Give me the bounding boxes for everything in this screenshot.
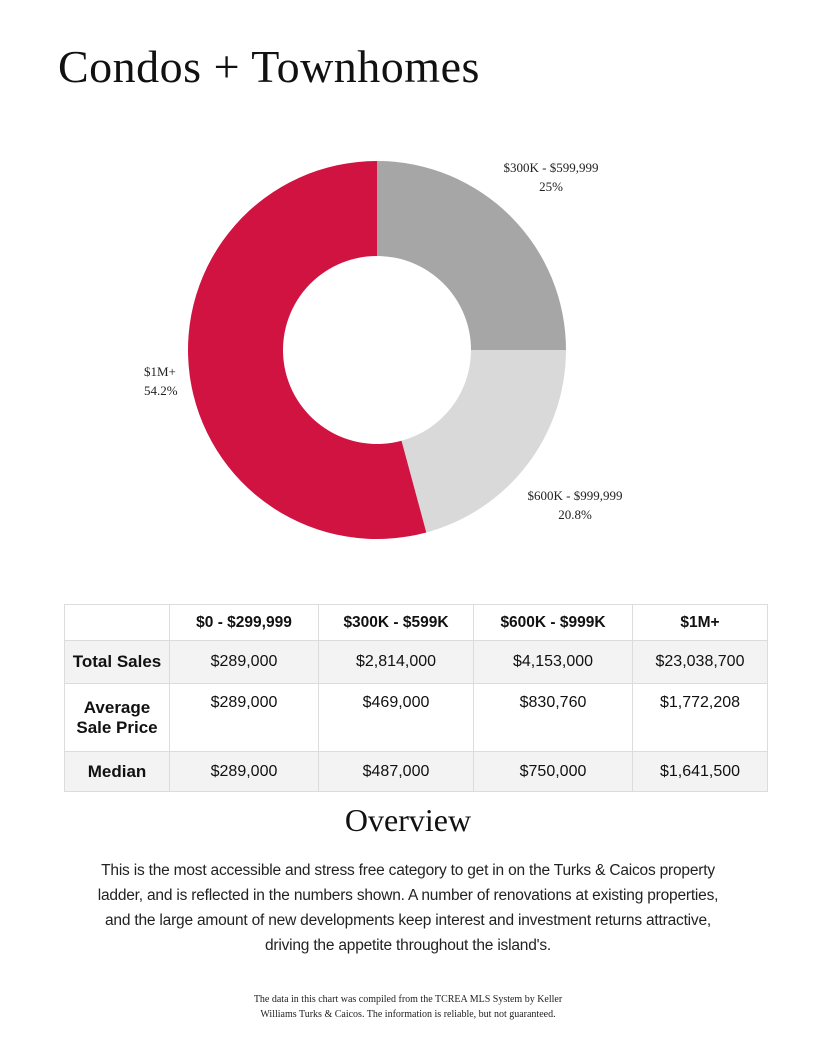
table-row: Median $289,000 $487,000 $750,000 $1,641…	[64, 751, 768, 792]
slice-category-label: $300K - $599,999	[503, 160, 599, 175]
table-cell: $469,000	[318, 683, 474, 752]
table-cell: $289,000	[169, 683, 319, 752]
table-cell: $289,000	[169, 640, 319, 684]
data-source-footnote: The data in this chart was compiled from…	[253, 994, 563, 1020]
slice-category-label: $600K - $999,999	[527, 488, 623, 503]
table-corner-cell	[64, 604, 170, 641]
donut-slice-1	[377, 161, 566, 350]
row-header: Total Sales	[64, 640, 170, 684]
overview-text: This is the most accessible and stress f…	[97, 862, 719, 954]
table-cell: $487,000	[318, 751, 474, 792]
table-cell: $289,000	[169, 751, 319, 792]
slice-value-label: 25%	[539, 179, 563, 194]
donut-chart	[188, 161, 566, 539]
column-header: $0 - $299,999	[169, 604, 319, 641]
slice-label-300k-599k: $300K - $599,999 25%	[494, 158, 608, 196]
column-header: $1M+	[632, 604, 768, 641]
table-cell: $23,038,700	[632, 640, 768, 684]
table-row: Total Sales $289,000 $2,814,000 $4,153,0…	[64, 640, 768, 684]
table-row: Average Sale Price $289,000 $469,000 $83…	[64, 683, 768, 752]
column-header: $300K - $599K	[318, 604, 474, 641]
table-cell: $4,153,000	[473, 640, 633, 684]
table-cell: $1,772,208	[632, 683, 768, 752]
overview-heading: Overview	[344, 802, 472, 838]
slice-label-600k-999k: $600K - $999,999 20.8%	[518, 486, 632, 524]
slice-value-label: 54.2%	[144, 383, 178, 398]
sales-stats-table: $0 - $299,999 $300K - $599K $600K - $999…	[64, 604, 768, 792]
donut-slice-3	[188, 161, 427, 539]
table-cell: $830,760	[473, 683, 633, 752]
column-header: $600K - $999K	[473, 604, 633, 641]
row-header: Median	[64, 751, 170, 792]
row-header: Average Sale Price	[64, 683, 170, 752]
table-cell: $2,814,000	[318, 640, 474, 684]
slice-category-label: $1M+	[144, 364, 176, 379]
page-title: Condos + Townhomes	[58, 41, 480, 92]
table-cell: $750,000	[473, 751, 633, 792]
slice-value-label: 20.8%	[558, 507, 592, 522]
slice-label-1m-plus: $1M+ 54.2%	[144, 362, 178, 400]
table-cell: $1,641,500	[632, 751, 768, 792]
table-header-row: $0 - $299,999 $300K - $599K $600K - $999…	[64, 604, 768, 641]
donut-slice-2	[401, 350, 566, 533]
